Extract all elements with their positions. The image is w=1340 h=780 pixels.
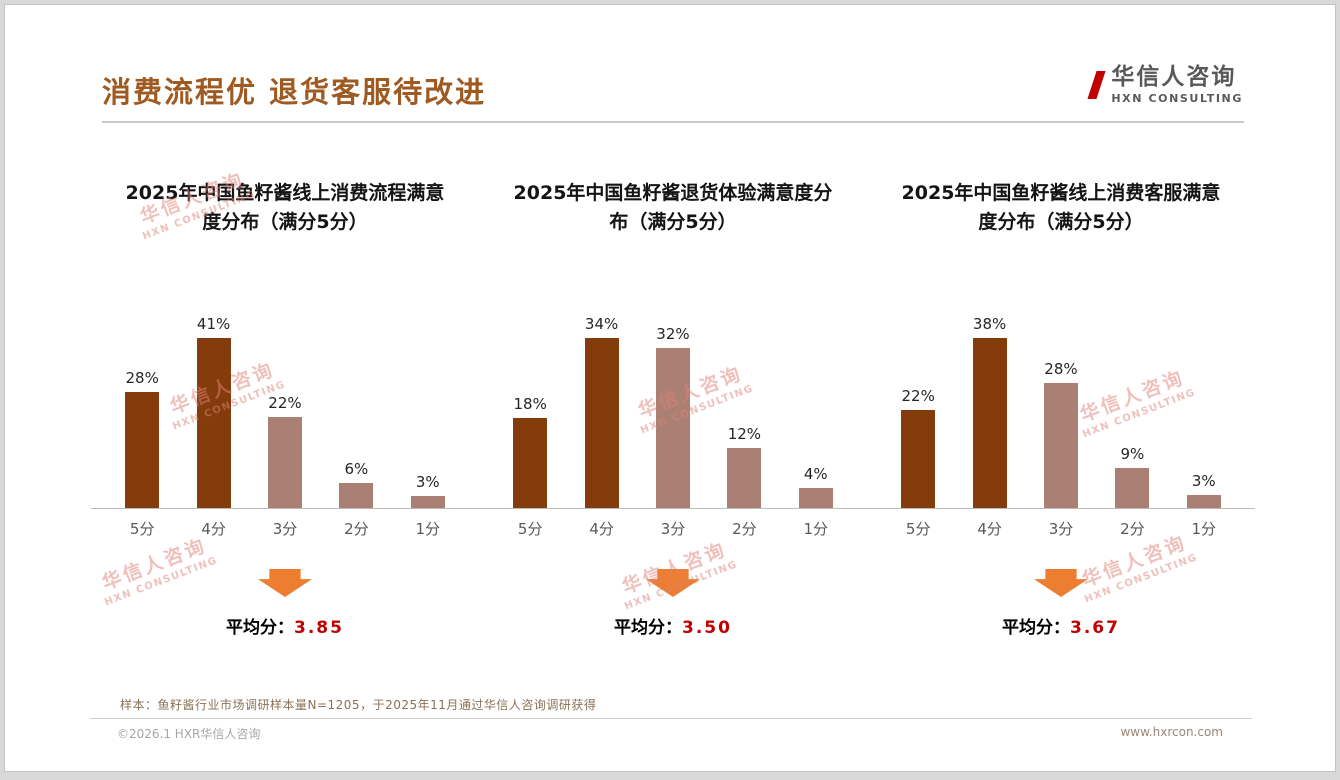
logo-mark-icon (1087, 71, 1106, 100)
bar-value-label: 32% (656, 325, 690, 343)
logo-subtitle: HXN CONSULTING (1111, 92, 1243, 106)
page-title: 消费流程优 退货客服待改进 (102, 75, 487, 109)
bar-slot: 9% (1098, 445, 1166, 508)
arrow-down-icon (1034, 569, 1088, 597)
chart-column-process-satisfaction: 2025年中国鱼籽酱线上消费流程满意度分布（满分5分） 28% 41% 22% 6% 3… (91, 179, 479, 638)
average-label: 平均分： (1002, 618, 1071, 638)
footer-website: www.hxrcon.com (1120, 725, 1223, 739)
bar-slot: 41% (179, 315, 247, 508)
bar-slot: 18% (496, 395, 564, 508)
x-axis-label: 1分 (415, 520, 441, 538)
bar-slot: 22% (884, 387, 952, 508)
bar-slot: 34% (567, 315, 635, 508)
footer-copyright: ©2026.1 HXR华信人咨询 (117, 727, 261, 741)
bar-slot: 6% (322, 460, 390, 508)
bar-value-label: 6% (344, 460, 369, 478)
arrow-down-icon (258, 569, 312, 597)
charts-row: 2025年中国鱼籽酱线上消费流程满意度分布（满分5分） 28% 41% 22% 6% 3… (91, 179, 1255, 638)
bar (339, 483, 374, 508)
slide: 消费流程优 退货客服待改进 华信人咨询 HXN CONSULTING 2025年… (4, 4, 1336, 772)
bar (1186, 495, 1221, 508)
chart-title: 2025年中国鱼籽酱线上消费客服满意度分布（满分5分） (901, 182, 1221, 234)
x-axis-label: 2分 (732, 520, 757, 538)
bar-value-label: 34% (584, 315, 619, 333)
x-axis-label: 5分 (517, 520, 543, 538)
bar (798, 488, 833, 508)
average-score: 平均分：3.85 (226, 613, 344, 638)
bar (125, 392, 160, 508)
bar-value-label: 18% (513, 395, 547, 413)
bar-value-label: 3% (415, 473, 440, 491)
x-axis-labels: 5分 4分 3分 2分 1分 (867, 518, 1255, 539)
company-logo: 华信人咨询 HXN CONSULTING (1087, 64, 1243, 106)
bar-slot: 3% (394, 473, 462, 508)
x-axis-label: 3分 (272, 520, 298, 538)
x-axis-label: 1分 (1191, 520, 1217, 538)
average-value: 3.50 (682, 618, 732, 638)
arrow-down-icon (646, 569, 700, 597)
average-score: 平均分：3.67 (1002, 613, 1120, 638)
x-axis-label: 3分 (1048, 520, 1074, 538)
average-label: 平均分： (614, 618, 683, 638)
average-value: 3.67 (1070, 618, 1120, 638)
chart-title: 2025年中国鱼籽酱线上消费流程满意度分布（满分5分） (125, 182, 445, 234)
bar-value-label: 3% (1191, 472, 1216, 490)
x-axis-label: 2分 (344, 520, 369, 538)
chart-column-return-satisfaction: 2025年中国鱼籽酱退货体验满意度分布（满分5分） 18% 34% 32% 12% 4%… (479, 179, 867, 638)
bar-value-label: 28% (125, 369, 159, 387)
chart-title: 2025年中国鱼籽酱退货体验满意度分布（满分5分） (513, 182, 833, 234)
x-axis-label: 2分 (1120, 520, 1145, 538)
bar-slot: 32% (639, 325, 707, 508)
bar (655, 348, 690, 508)
bar-value-label: 28% (1044, 360, 1078, 378)
bar (267, 417, 302, 508)
average-label: 平均分： (226, 618, 295, 638)
bar-slot: 28% (108, 369, 176, 508)
average-score: 平均分：3.50 (614, 613, 732, 638)
plot-area: 18% 34% 32% 12% 4% (479, 271, 867, 509)
bar (584, 338, 619, 508)
bar-slot: 3% (1170, 472, 1238, 508)
x-axis-label: 1分 (803, 520, 829, 538)
footer-divider (90, 718, 1252, 719)
x-axis-label: 5分 (129, 520, 155, 538)
bar-value-label: 12% (727, 425, 762, 443)
bar (727, 448, 762, 508)
bar (972, 338, 1007, 508)
x-axis-label: 4分 (977, 520, 1002, 538)
x-axis-labels: 5分 4分 3分 2分 1分 (91, 518, 479, 539)
bar-slot: 22% (251, 394, 319, 508)
bar (513, 418, 548, 508)
bar-value-label: 9% (1120, 445, 1145, 463)
average-value: 3.85 (294, 618, 344, 638)
x-axis-label: 5分 (905, 520, 931, 538)
bar-value-label: 22% (901, 387, 935, 405)
bar-slot: 4% (782, 465, 850, 508)
x-axis-labels: 5分 4分 3分 2分 1分 (479, 518, 867, 539)
logo-text: 华信人咨询 HXN CONSULTING (1111, 64, 1243, 106)
bar (1043, 383, 1078, 508)
bar-slot: 12% (710, 425, 778, 508)
bar-value-label: 22% (268, 394, 302, 412)
sample-footnote: 样本：鱼籽酱行业市场调研样本量N=1205，于2025年11月通过华信人咨询调研… (120, 698, 597, 712)
chart-column-service-satisfaction: 2025年中国鱼籽酱线上消费客服满意度分布（满分5分） 22% 38% 28% 9% 3… (867, 179, 1255, 638)
header-divider (102, 121, 1244, 123)
x-axis-label: 4分 (589, 520, 614, 538)
plot-area: 28% 41% 22% 6% 3% (91, 271, 479, 509)
bar (901, 410, 936, 508)
bar-value-label: 41% (196, 315, 231, 333)
x-axis-label: 4分 (201, 520, 226, 538)
bar (1115, 468, 1150, 508)
bar-slot: 28% (1027, 360, 1095, 508)
bar (410, 496, 445, 508)
bar-slot: 38% (955, 315, 1023, 508)
bar-value-label: 38% (972, 315, 1007, 333)
logo-name: 华信人咨询 (1111, 64, 1237, 90)
bar (196, 338, 231, 508)
bar-value-label: 4% (803, 465, 828, 483)
plot-area: 22% 38% 28% 9% 3% (867, 271, 1255, 509)
x-axis-label: 3分 (660, 520, 686, 538)
